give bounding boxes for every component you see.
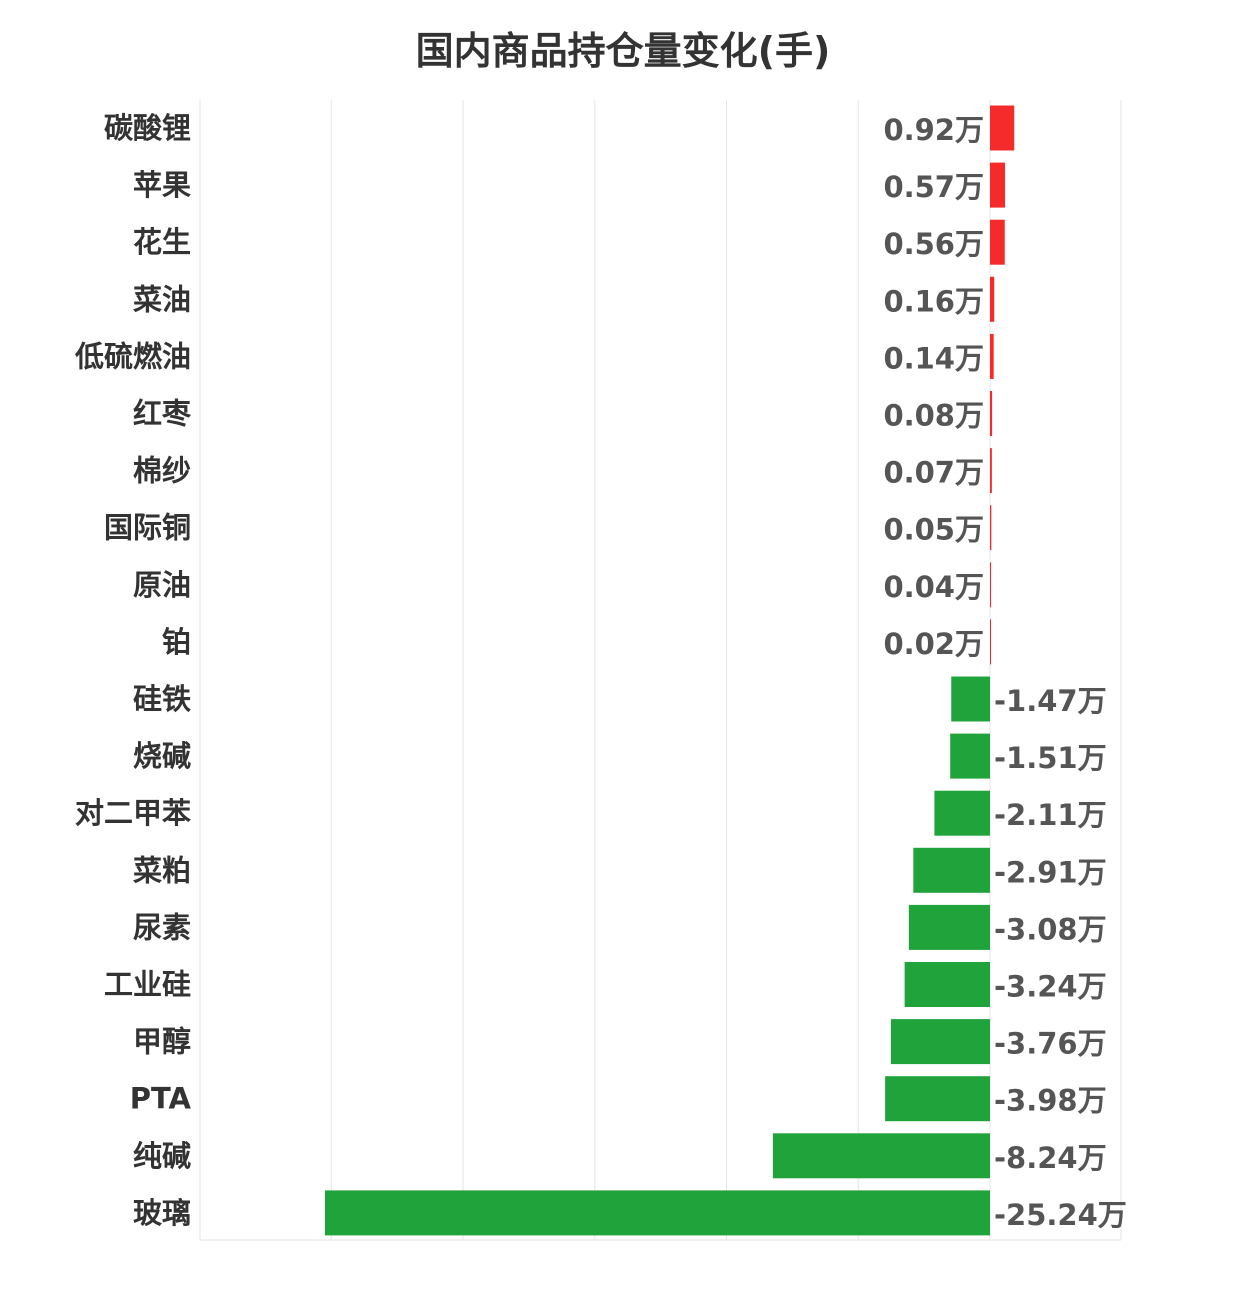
category-label: 菜粕 xyxy=(133,853,191,887)
value-label: 0.14万 xyxy=(883,341,984,375)
value-label: 0.57万 xyxy=(883,170,984,204)
value-labels: 0.92万 0.57万 0.56万 0.16万 0.14万 0.08万 0.07万 0.05万… xyxy=(883,113,1126,1232)
value-label: -3.98万 xyxy=(994,1084,1107,1118)
bar-5 xyxy=(990,391,993,436)
value-label: 0.08万 xyxy=(883,399,984,433)
category-label: 工业硅 xyxy=(104,968,191,1002)
category-label: 对二甲苯 xyxy=(75,796,191,830)
category-label: 低硫燃油 xyxy=(74,339,191,373)
category-label: 菜油 xyxy=(133,282,191,316)
chart-title: 国内商品持仓量变化(手) xyxy=(415,29,831,73)
bar-19 xyxy=(324,1190,990,1236)
category-label: 玻璃 xyxy=(133,1196,191,1230)
value-label: -3.24万 xyxy=(994,970,1107,1004)
bar-1 xyxy=(990,162,1006,208)
bar-9 xyxy=(990,619,991,665)
bar-10 xyxy=(951,676,990,722)
value-label: 0.56万 xyxy=(883,227,984,261)
category-label: 碳酸锂 xyxy=(104,111,191,145)
bar-2 xyxy=(990,219,1005,265)
category-label: 花生 xyxy=(133,225,191,259)
value-label: -8.24万 xyxy=(994,1141,1107,1175)
value-label: 0.16万 xyxy=(883,284,984,318)
bar-14 xyxy=(908,904,990,950)
bar-12 xyxy=(934,790,990,836)
bar-17 xyxy=(885,1076,990,1122)
category-label: 铂 xyxy=(162,625,191,659)
gridlines xyxy=(199,100,1122,1241)
category-label: 红枣 xyxy=(133,397,192,431)
value-label: 0.92万 xyxy=(883,113,984,147)
bar-11 xyxy=(950,733,990,779)
category-label: 尿素 xyxy=(133,910,191,944)
value-label: -1.47万 xyxy=(994,684,1107,718)
value-label: -25.24万 xyxy=(994,1198,1127,1232)
bar-6 xyxy=(990,448,992,494)
value-label: -3.76万 xyxy=(994,1027,1107,1061)
category-label: 苹果 xyxy=(133,168,191,202)
category-label: 棉纱 xyxy=(133,454,191,488)
category-label: 硅铁 xyxy=(133,682,191,716)
value-label: -2.11万 xyxy=(994,798,1107,832)
value-label: -2.91万 xyxy=(994,855,1107,889)
bar-18 xyxy=(772,1133,990,1179)
category-label: PTA xyxy=(130,1082,192,1116)
category-label: 国际铜 xyxy=(104,511,191,545)
value-label: -3.08万 xyxy=(994,912,1107,946)
bar-7 xyxy=(990,505,992,551)
value-label: 0.05万 xyxy=(883,513,984,547)
category-label: 原油 xyxy=(133,568,191,602)
bar-0 xyxy=(990,105,1015,151)
bar-13 xyxy=(913,847,990,893)
bar-3 xyxy=(990,276,995,322)
value-label: 0.07万 xyxy=(883,456,984,490)
value-label: -1.51万 xyxy=(994,741,1107,775)
bar-16 xyxy=(890,1019,990,1065)
category-label: 甲醇 xyxy=(133,1025,191,1059)
category-labels: 碳酸锂苹果花生菜油低硫燃油红枣棉纱国际铜原油铂硅铁烧碱对二甲苯菜粕尿素工业硅甲醇… xyxy=(74,111,192,1230)
bar-8 xyxy=(990,562,992,608)
bar-4 xyxy=(990,333,994,379)
bars xyxy=(324,105,1015,1236)
category-label: 纯碱 xyxy=(133,1139,191,1173)
value-label: 0.02万 xyxy=(883,627,984,661)
bar-15 xyxy=(904,962,990,1007)
category-label: 烧碱 xyxy=(133,739,191,773)
value-label: 0.04万 xyxy=(883,570,984,604)
